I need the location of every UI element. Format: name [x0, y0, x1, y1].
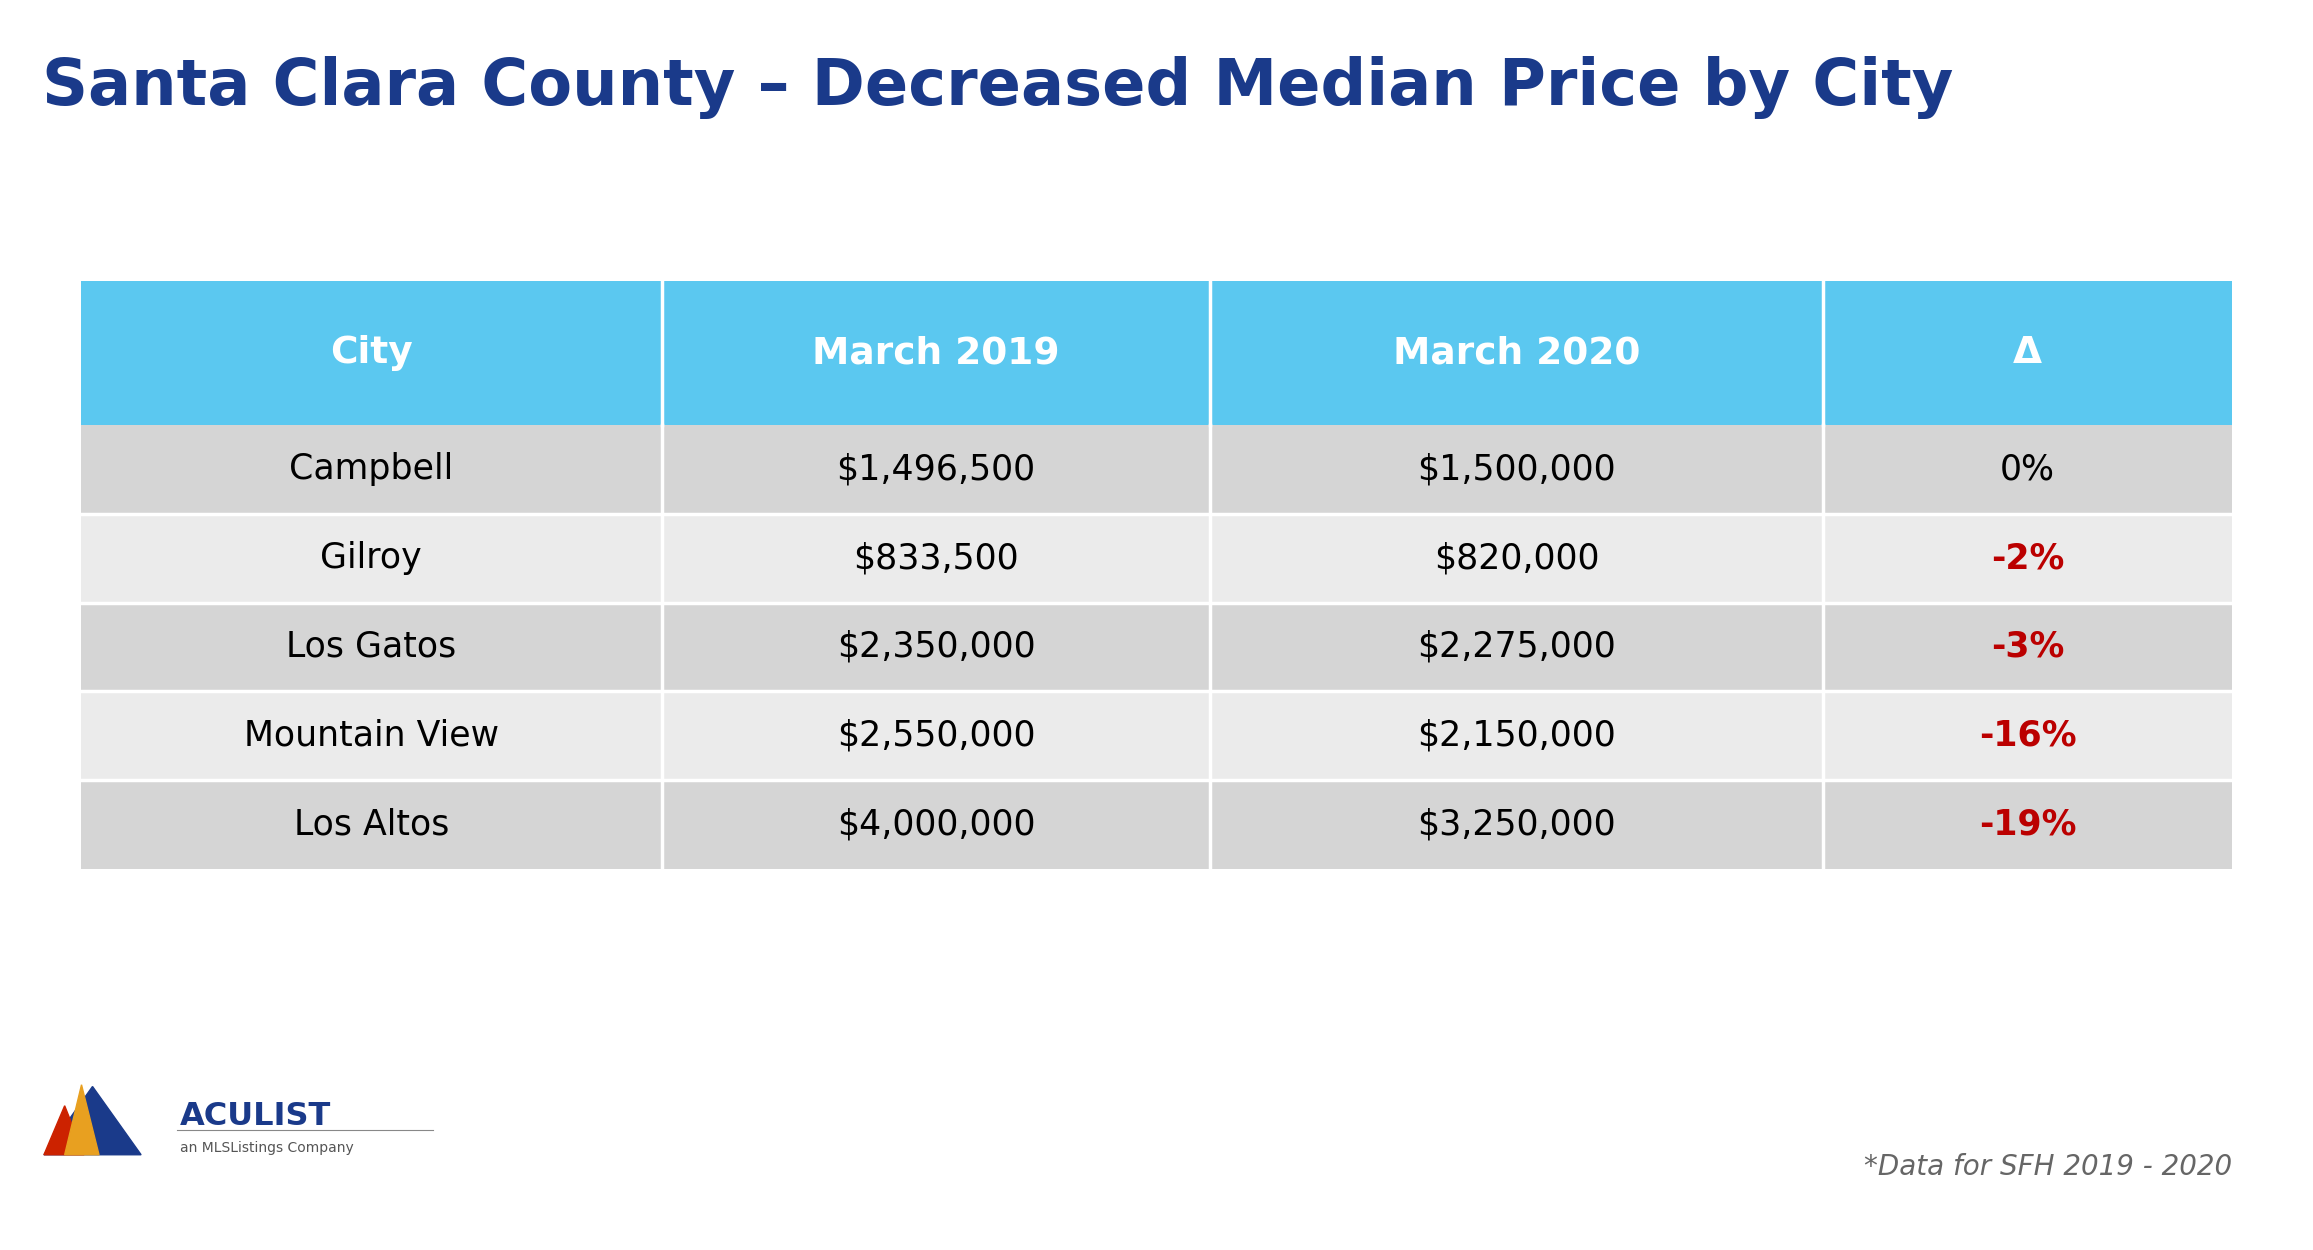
Text: an MLSListings Company: an MLSListings Company	[180, 1141, 354, 1155]
Text: *Data for SFH 2019 - 2020: *Data for SFH 2019 - 2020	[1864, 1154, 2232, 1181]
Text: Gilroy: Gilroy	[322, 541, 423, 575]
FancyBboxPatch shape	[662, 514, 1210, 602]
FancyBboxPatch shape	[81, 514, 662, 602]
Text: March 2020: March 2020	[1392, 335, 1640, 371]
Text: Campbell: Campbell	[289, 452, 453, 486]
FancyBboxPatch shape	[1823, 602, 2232, 691]
Polygon shape	[65, 1085, 99, 1155]
FancyBboxPatch shape	[81, 425, 662, 514]
Text: $2,150,000: $2,150,000	[1418, 719, 1617, 752]
FancyBboxPatch shape	[662, 425, 1210, 514]
FancyBboxPatch shape	[1210, 425, 1823, 514]
Text: $2,550,000: $2,550,000	[837, 719, 1036, 752]
FancyBboxPatch shape	[1210, 281, 1823, 425]
Text: 0%: 0%	[2001, 452, 2056, 486]
Polygon shape	[44, 1086, 141, 1155]
FancyBboxPatch shape	[81, 780, 662, 869]
Text: Los Gatos: Los Gatos	[287, 630, 456, 664]
Text: Δ: Δ	[2012, 335, 2042, 371]
Polygon shape	[44, 1106, 83, 1155]
FancyBboxPatch shape	[1823, 691, 2232, 780]
FancyBboxPatch shape	[662, 691, 1210, 780]
Text: $2,350,000: $2,350,000	[837, 630, 1036, 664]
FancyBboxPatch shape	[1210, 514, 1823, 602]
Text: -3%: -3%	[1991, 630, 2066, 664]
FancyBboxPatch shape	[81, 691, 662, 780]
FancyBboxPatch shape	[662, 780, 1210, 869]
Text: $3,250,000: $3,250,000	[1418, 808, 1617, 841]
FancyBboxPatch shape	[1210, 691, 1823, 780]
Text: -2%: -2%	[1991, 541, 2066, 575]
Text: -16%: -16%	[1980, 719, 2077, 752]
FancyBboxPatch shape	[1823, 780, 2232, 869]
FancyBboxPatch shape	[1823, 281, 2232, 425]
Text: $1,500,000: $1,500,000	[1418, 452, 1617, 486]
Text: $833,500: $833,500	[853, 541, 1018, 575]
FancyBboxPatch shape	[662, 602, 1210, 691]
FancyBboxPatch shape	[1823, 514, 2232, 602]
FancyBboxPatch shape	[662, 281, 1210, 425]
Text: $1,496,500: $1,496,500	[837, 452, 1036, 486]
Text: ACULIST: ACULIST	[180, 1101, 331, 1131]
Text: $2,275,000: $2,275,000	[1418, 630, 1617, 664]
FancyBboxPatch shape	[81, 281, 662, 425]
Text: $820,000: $820,000	[1434, 541, 1601, 575]
Text: Santa Clara County – Decreased Median Price by City: Santa Clara County – Decreased Median Pr…	[42, 56, 1952, 119]
Text: Mountain View: Mountain View	[243, 719, 500, 752]
Text: City: City	[331, 335, 412, 371]
FancyBboxPatch shape	[1823, 425, 2232, 514]
Text: $4,000,000: $4,000,000	[837, 808, 1036, 841]
Text: -19%: -19%	[1980, 808, 2077, 841]
Text: Los Altos: Los Altos	[294, 808, 449, 841]
FancyBboxPatch shape	[1210, 780, 1823, 869]
Text: March 2019: March 2019	[812, 335, 1059, 371]
FancyBboxPatch shape	[1210, 602, 1823, 691]
FancyBboxPatch shape	[81, 602, 662, 691]
